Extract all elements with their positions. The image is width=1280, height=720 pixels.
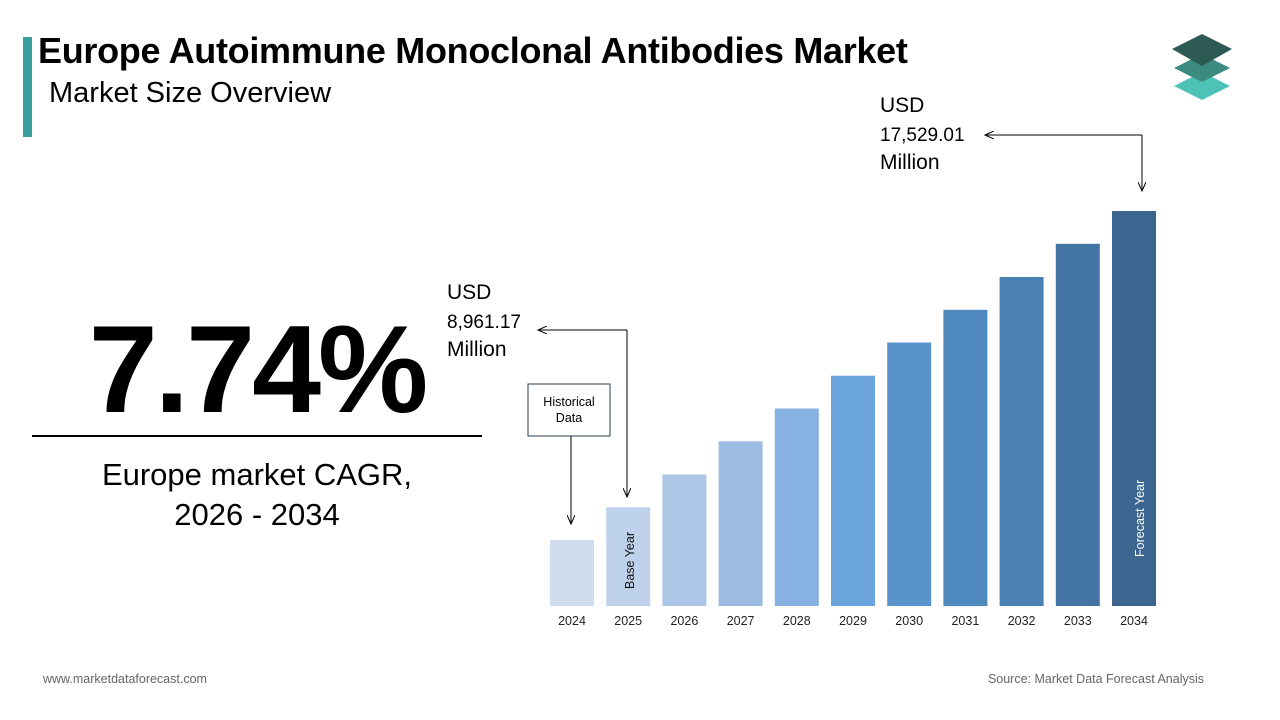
x-tick-label-2027: 2027 [727,614,755,628]
bar-2024 [550,540,594,606]
x-tick-label-2032: 2032 [1008,614,1036,628]
page-subtitle: Market Size Overview [49,77,332,109]
start-value-unit: Million [447,338,507,361]
title-accent-bar [23,37,32,137]
page-title: Europe Autoimmune Monoclonal Antibodies … [38,30,908,71]
historical-data-label-line1: Historical [543,395,594,409]
logo-layer-dark [1172,34,1232,66]
x-tick-label-2031: 2031 [951,614,979,628]
forecast-year-label: Forecast Year [1133,480,1147,557]
footer-website: www.marketdataforecast.com [43,672,207,686]
bar-2033 [1055,243,1100,607]
bar-2034 [1112,211,1156,606]
company-logo-icon [1172,34,1232,100]
cagr-divider [32,435,482,437]
x-tick-label-2028: 2028 [783,614,811,628]
cagr-label-line2: 2026 - 2034 [174,497,340,532]
bar-2027 [718,441,763,606]
end-value-unit: Million [880,151,940,174]
logo-layer-mid [1174,54,1230,82]
cagr-label: Europe market CAGR, 2026 - 2034 [32,455,482,535]
end-value-currency: USD [880,94,924,117]
bar-2026 [662,474,707,606]
cagr-label-line1: Europe market CAGR, [101,457,413,492]
start-value-amount: 8,961.17 [447,312,521,333]
bar-2025 [606,507,651,607]
start-value-currency: USD [447,281,491,304]
x-tick-label-2033: 2033 [1064,614,1092,628]
x-tick-label-2029: 2029 [839,614,867,628]
logo-layer-light [1174,72,1230,100]
end-value-amount: 17,529.01 [880,125,965,146]
historical-data-label-line2: Data [556,411,582,425]
x-tick-labels: 2024 2025 2026 2027 2028 2029 2030 2031 2032 2033… [558,614,1148,628]
x-tick-label-2024: 2024 [558,614,586,628]
bars-layer [550,211,1156,607]
bar-2028 [774,408,819,606]
bar-2032 [999,277,1044,606]
cagr-value: 7.74% [88,301,429,439]
historical-data-box [527,383,611,437]
x-tick-label-2034: 2034 [1120,614,1148,628]
base-year-label: Base Year [623,532,637,589]
x-tick-label-2030: 2030 [895,614,923,628]
bar-2031 [943,309,988,607]
x-tick-label-2026: 2026 [670,614,698,628]
bar-2029 [831,375,875,606]
x-tick-label-2025: 2025 [614,614,642,628]
bar-2030 [887,342,932,606]
footer-source: Source: Market Data Forecast Analysis [987,672,1204,686]
